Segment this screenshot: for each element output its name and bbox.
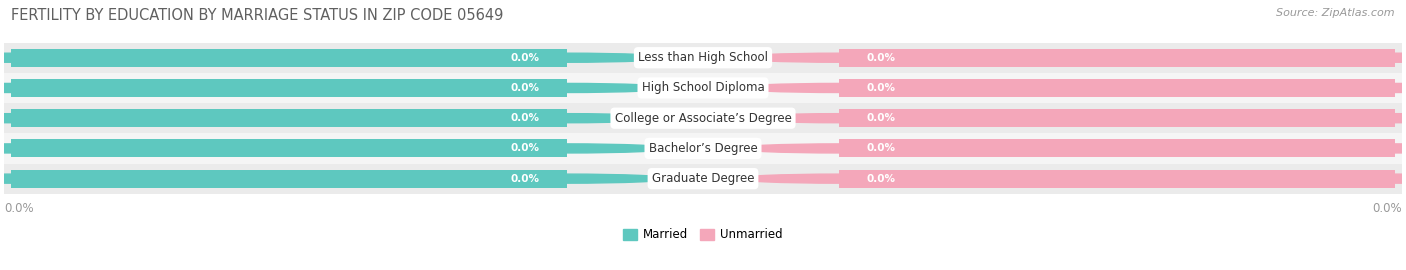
Circle shape	[0, 114, 115, 123]
Circle shape	[463, 114, 672, 123]
Bar	[11, 109, 567, 127]
Bar	[11, 170, 567, 188]
Circle shape	[0, 144, 115, 153]
Text: 0.0%: 0.0%	[1372, 202, 1402, 215]
Text: Less than High School: Less than High School	[638, 51, 768, 64]
Circle shape	[734, 144, 943, 153]
Bar	[4, 43, 1402, 73]
Bar	[4, 73, 1402, 103]
Bar	[839, 139, 1395, 157]
Bar	[11, 139, 567, 157]
Circle shape	[463, 53, 672, 62]
Circle shape	[0, 53, 115, 62]
Bar	[839, 79, 1395, 97]
Bar	[839, 170, 1395, 188]
Bar	[4, 103, 1402, 133]
Circle shape	[463, 144, 672, 153]
Bar	[4, 164, 1402, 194]
Text: College or Associate’s Degree: College or Associate’s Degree	[614, 112, 792, 125]
Text: 0.0%: 0.0%	[866, 113, 896, 123]
Text: 0.0%: 0.0%	[4, 202, 34, 215]
Circle shape	[1291, 83, 1406, 93]
Circle shape	[1291, 144, 1406, 153]
Circle shape	[0, 174, 115, 183]
Text: 0.0%: 0.0%	[866, 53, 896, 63]
Legend: Married, Unmarried: Married, Unmarried	[619, 224, 787, 246]
Circle shape	[1291, 174, 1406, 183]
Circle shape	[463, 83, 672, 93]
Text: 0.0%: 0.0%	[510, 174, 540, 184]
Text: Bachelor’s Degree: Bachelor’s Degree	[648, 142, 758, 155]
Text: Source: ZipAtlas.com: Source: ZipAtlas.com	[1277, 8, 1395, 18]
Circle shape	[734, 174, 943, 183]
Text: 0.0%: 0.0%	[510, 83, 540, 93]
Text: FERTILITY BY EDUCATION BY MARRIAGE STATUS IN ZIP CODE 05649: FERTILITY BY EDUCATION BY MARRIAGE STATU…	[11, 8, 503, 23]
Text: 0.0%: 0.0%	[510, 53, 540, 63]
Bar	[11, 79, 567, 97]
Text: Graduate Degree: Graduate Degree	[652, 172, 754, 185]
Circle shape	[463, 174, 672, 183]
Circle shape	[734, 83, 943, 93]
Circle shape	[1291, 53, 1406, 62]
Bar	[11, 49, 567, 67]
Text: 0.0%: 0.0%	[866, 143, 896, 153]
Circle shape	[0, 83, 115, 93]
Text: 0.0%: 0.0%	[510, 113, 540, 123]
Bar	[4, 133, 1402, 164]
Bar	[839, 49, 1395, 67]
Bar	[839, 109, 1395, 127]
Text: 0.0%: 0.0%	[866, 83, 896, 93]
Text: 0.0%: 0.0%	[510, 143, 540, 153]
Circle shape	[1291, 114, 1406, 123]
Circle shape	[734, 53, 943, 62]
Text: High School Diploma: High School Diploma	[641, 82, 765, 94]
Circle shape	[734, 114, 943, 123]
Text: 0.0%: 0.0%	[866, 174, 896, 184]
